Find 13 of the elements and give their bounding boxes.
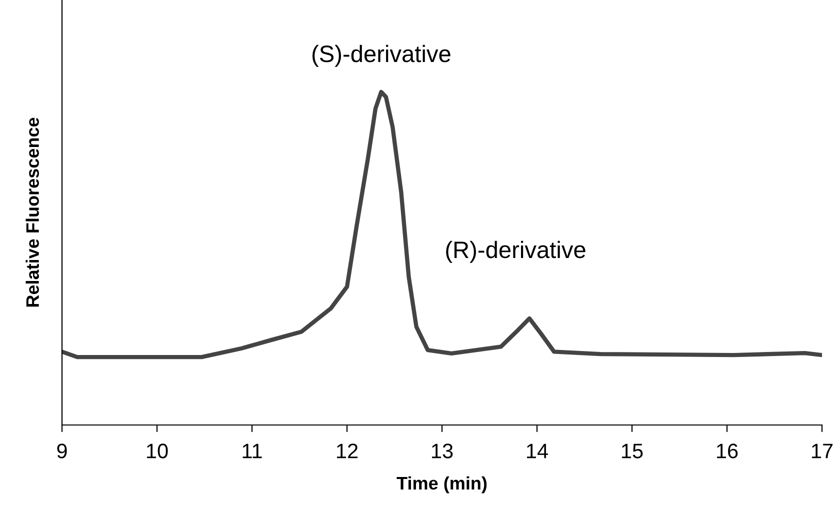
x-tick-label: 12	[337, 444, 358, 458]
x-tick-label: 11	[242, 444, 262, 458]
x-tick-label: 13	[432, 444, 453, 458]
annotation: (R)-derivative	[446, 240, 586, 263]
annotation: (S)-derivative	[312, 44, 450, 67]
x-tick-label: 16	[717, 444, 738, 458]
x-tick-label: 10	[147, 444, 168, 458]
x-tick-label: 14	[527, 444, 548, 458]
y-axis-title: Relative Fluorescence	[26, 118, 39, 307]
x-tick-label: 17	[812, 444, 833, 458]
x-axis-title: Time (min)	[396, 476, 487, 494]
x-tick-label: 15	[622, 444, 643, 458]
x-tick-label: 9	[57, 444, 67, 458]
